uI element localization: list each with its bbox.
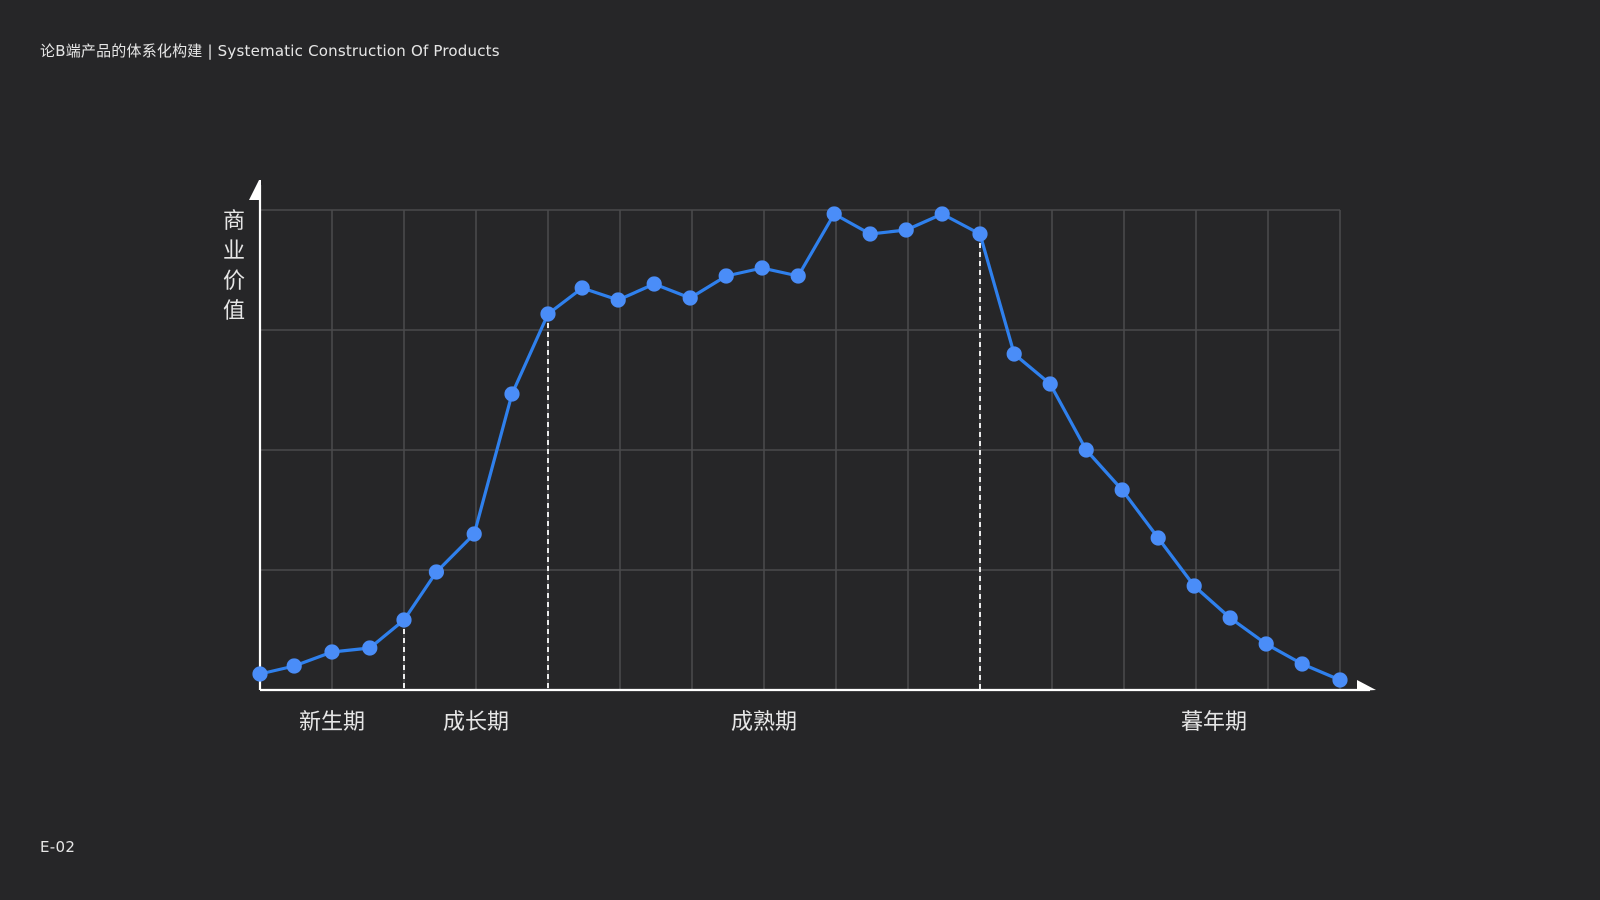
data-point [504, 386, 520, 402]
data-point [1294, 656, 1310, 672]
data-point [574, 280, 590, 296]
stage-labels: 新生期 成长期 成熟期 暮年期 [299, 710, 1247, 735]
stage-label: 暮年期 [1181, 710, 1247, 735]
data-point [466, 526, 482, 542]
data-point [1222, 610, 1238, 626]
data-point [324, 644, 340, 660]
page-code: E-02 [40, 838, 76, 856]
data-point [718, 268, 734, 284]
data-point [934, 206, 950, 222]
data-point [252, 666, 268, 682]
data-point [682, 290, 698, 306]
data-point [790, 268, 806, 284]
y-axis-arrow [249, 180, 261, 200]
chart-axes [249, 180, 1376, 692]
data-point [972, 226, 988, 242]
data-point [862, 226, 878, 242]
data-point [396, 612, 412, 628]
data-point [540, 306, 556, 322]
data-point [1258, 636, 1274, 652]
series-line [258, 212, 1342, 682]
y-axis-label-char: 商 [223, 209, 245, 234]
data-point [1078, 442, 1094, 458]
x-axis-arrow [1357, 680, 1376, 691]
y-axis-label-char: 值 [223, 299, 245, 324]
y-axis-label-char: 业 [223, 239, 245, 264]
stage-label: 成熟期 [731, 710, 797, 735]
data-point [1186, 578, 1202, 594]
data-point [754, 260, 770, 276]
data-point [610, 292, 626, 308]
data-point [898, 222, 914, 238]
data-point [1150, 530, 1166, 546]
stage-label: 成长期 [443, 710, 509, 735]
series-points [252, 206, 1348, 688]
stage-label: 新生期 [299, 710, 365, 735]
data-point [646, 276, 662, 292]
data-point [362, 640, 378, 656]
data-point [428, 564, 444, 580]
data-point [1042, 376, 1058, 392]
stage-boundaries [403, 234, 981, 690]
data-point [1114, 482, 1130, 498]
data-point [1332, 672, 1348, 688]
page-title: 论B端产品的体系化构建 | Systematic Construction Of… [40, 42, 500, 60]
data-point [286, 658, 302, 674]
data-point [826, 206, 842, 222]
data-point [1006, 346, 1022, 362]
y-axis-label-char: 价 [223, 269, 245, 294]
